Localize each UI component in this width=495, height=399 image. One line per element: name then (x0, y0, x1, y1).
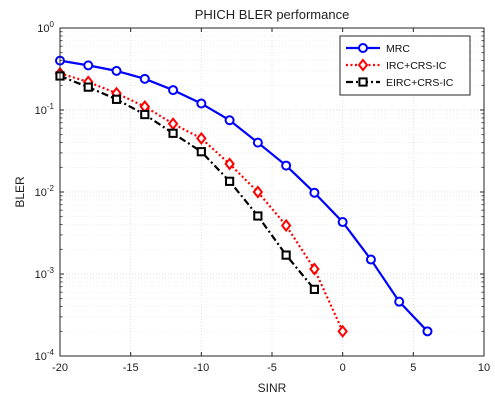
y-tick-exponent: -1 (47, 102, 55, 111)
x-tick-label: -10 (193, 362, 209, 374)
data-point (83, 82, 93, 92)
data-point (224, 115, 235, 126)
legend: MRC IRC+CRS-IC EIRC+CRS-IC (339, 35, 471, 96)
chart-title: PHICH BLER performance (195, 7, 350, 22)
legend-item: IRC+CRS-IC (346, 58, 447, 72)
legend-item: EIRC+CRS-IC (346, 77, 454, 89)
x-tick-label: -5 (267, 362, 277, 374)
legend-marker (358, 77, 368, 87)
data-point (252, 137, 263, 148)
legend-marker (358, 43, 368, 53)
data-point (83, 60, 94, 71)
data-point (309, 187, 320, 198)
data-point (168, 85, 179, 96)
y-tick-label: 10-4 (35, 348, 55, 363)
legend-label: EIRC+CRS-IC (386, 77, 454, 89)
legend-label: MRC (386, 43, 410, 55)
x-tick-label: -15 (123, 362, 139, 374)
data-point (281, 250, 291, 260)
y-tick-exponent: -2 (47, 184, 55, 193)
data-point (422, 326, 433, 337)
data-point (309, 262, 320, 276)
data-point (196, 147, 206, 157)
y-tick-exponent: -3 (47, 266, 55, 275)
data-point (111, 94, 122, 104)
y-tick-base: 10 (35, 105, 47, 117)
y-tick-label: 10-2 (35, 184, 55, 199)
y-tick-base: 10 (37, 23, 49, 35)
series-line (59, 72, 344, 332)
y-axis-label: BLER (13, 176, 27, 208)
y-tick-base: 10 (35, 187, 47, 199)
legend-marker (357, 58, 369, 72)
data-point (224, 157, 235, 171)
x-tick-label: 5 (410, 362, 416, 374)
data-point (252, 185, 264, 199)
data-point (253, 211, 263, 221)
x-axis-label: SINR (258, 381, 287, 395)
legend-item: MRC (346, 43, 410, 55)
data-point (309, 284, 319, 294)
series-3 (55, 71, 319, 294)
data-point (196, 131, 207, 146)
data-point (196, 98, 207, 109)
data-point (337, 217, 348, 228)
data-point (140, 109, 150, 120)
data-point (394, 296, 405, 307)
data-point (365, 254, 376, 265)
data-point (281, 160, 292, 171)
data-point (337, 324, 348, 338)
y-tick-label: 10-3 (35, 266, 55, 281)
series-1 (55, 55, 433, 337)
data-point (111, 65, 122, 76)
y-tick-base: 10 (35, 269, 47, 281)
x-tick-label: 10 (478, 362, 490, 374)
y-tick-label: 100 (37, 20, 54, 35)
data-point (280, 218, 292, 233)
legend-label: IRC+CRS-IC (386, 60, 447, 72)
series-line (59, 74, 316, 291)
y-tick-exponent: 0 (50, 20, 55, 29)
data-point (225, 176, 235, 186)
x-tick-label: 0 (340, 362, 346, 374)
y-tick-base: 10 (35, 351, 47, 363)
x-tick-label: -20 (52, 362, 68, 374)
series-layer (54, 55, 433, 338)
y-tick-exponent: -4 (47, 348, 55, 357)
data-point (168, 128, 178, 138)
y-tick-label: 10-1 (35, 102, 55, 117)
data-point (139, 73, 150, 84)
